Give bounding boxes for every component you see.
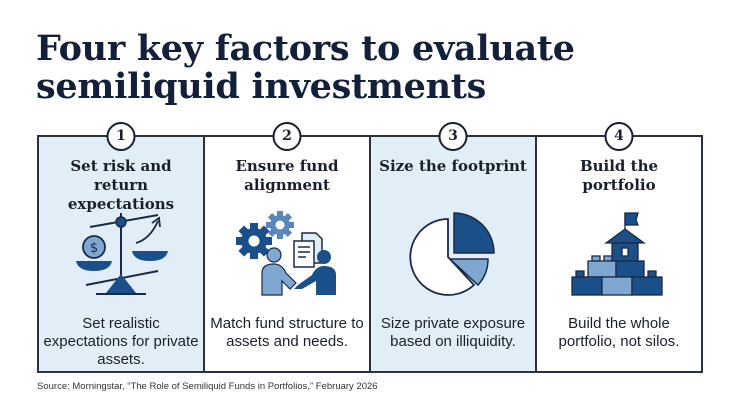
factor-title: Ensure fund alignment xyxy=(235,157,339,194)
factor-title: Build the portfolio xyxy=(579,157,659,194)
svg-text:$: $ xyxy=(90,241,98,256)
factor-card-1: 1 Set risk and return expectations $ Set… xyxy=(39,122,205,371)
factor-description: Build the whole portfolio, not silos. xyxy=(558,315,680,350)
balance-scale-icon: $ xyxy=(76,213,168,295)
factor-title: Set risk and return expectations xyxy=(67,157,175,213)
step-number-badge: 2 xyxy=(272,122,302,151)
factor-description: Set realistic expectations for private a… xyxy=(43,315,199,368)
page-title: Four key factors to evaluate semiliquid … xyxy=(36,30,575,106)
factors-panel: 1 Set risk and return expectations $ Set… xyxy=(37,122,703,373)
pie-chart-icon xyxy=(409,212,495,296)
factor-card-4: 4 Build the portfolio Build the whole po… xyxy=(537,122,701,371)
factor-description: Match fund structure to assets and needs… xyxy=(210,315,364,350)
title-line-2: semiliquid investments xyxy=(36,66,487,107)
title-line-1: Four key factors to evaluate xyxy=(36,28,575,69)
step-number-badge: 4 xyxy=(604,122,634,151)
step-number-badge: 1 xyxy=(106,122,136,151)
factor-card-2: 2 Ensure fund alignment xyxy=(205,122,371,371)
factor-description: Size private exposure based on illiquidi… xyxy=(380,315,526,350)
building-blocks-castle-icon xyxy=(571,212,663,296)
step-number-badge: 3 xyxy=(438,122,468,151)
factor-title: Size the footprint xyxy=(379,157,527,175)
handshake-gears-icon xyxy=(236,211,336,296)
source-note: Source: Morningstar, “The Role of Semili… xyxy=(37,381,378,392)
factor-card-3: 3 Size the footprint Size private exposu… xyxy=(371,122,537,371)
